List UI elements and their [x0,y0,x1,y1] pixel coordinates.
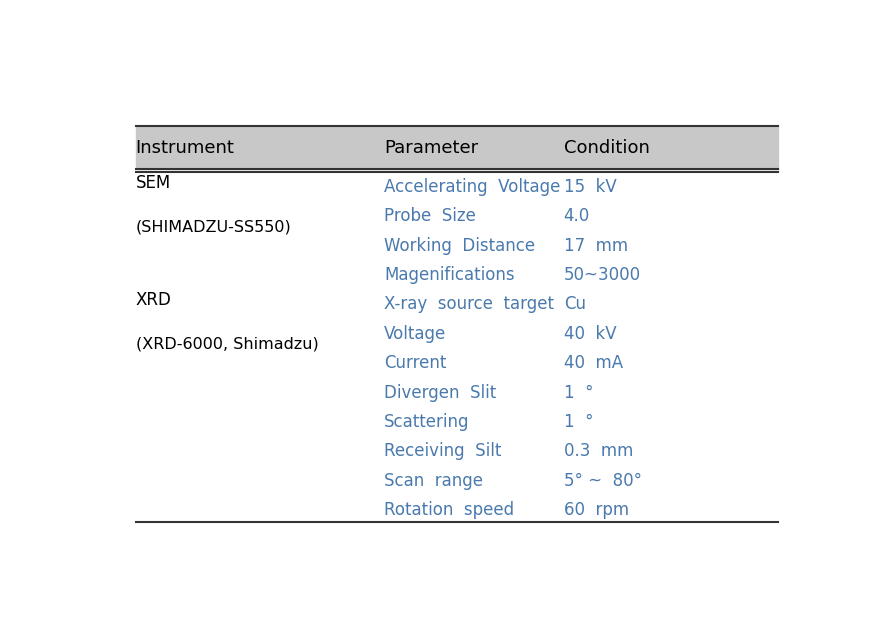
Text: X-ray  source  target: X-ray source target [384,295,554,314]
Text: Scattering: Scattering [384,413,470,431]
Text: 40  kV: 40 kV [564,325,617,343]
Text: 17  mm: 17 mm [564,237,628,255]
Text: Voltage: Voltage [384,325,446,343]
Text: Scan  range: Scan range [384,472,483,490]
Text: 15  kV: 15 kV [564,178,617,196]
Text: (SHIMADZU-SS550): (SHIMADZU-SS550) [135,219,291,234]
Text: Probe  Size: Probe Size [384,208,476,225]
Text: Cu: Cu [564,295,585,314]
Text: 4.0: 4.0 [564,208,590,225]
Text: Working  Distance: Working Distance [384,237,535,255]
Bar [135,126,778,169]
Text: Instrument: Instrument [135,139,234,157]
Text: 0.3  mm: 0.3 mm [564,442,633,460]
Text: Parameter: Parameter [384,139,478,157]
Text: Condition: Condition [564,139,650,157]
Text: 50~3000: 50~3000 [564,266,641,284]
Text: 60  rpm: 60 rpm [564,501,629,519]
Text: 40  mA: 40 mA [564,354,623,372]
Text: (XRD-6000, Shimadzu): (XRD-6000, Shimadzu) [135,337,318,352]
Text: SEM: SEM [135,174,171,192]
Text: Magenifications: Magenifications [384,266,515,284]
Text: 1  °: 1 ° [564,413,593,431]
Text: 1  °: 1 ° [564,384,593,401]
Text: Receiving  Silt: Receiving Silt [384,442,502,460]
Text: Accelerating  Voltage: Accelerating Voltage [384,178,560,196]
Text: 5° ~  80°: 5° ~ 80° [564,472,642,490]
Text: Rotation  speed: Rotation speed [384,501,514,519]
Text: XRD: XRD [135,291,171,309]
Text: Current: Current [384,354,446,372]
Text: Divergen  Slit: Divergen Slit [384,384,496,401]
